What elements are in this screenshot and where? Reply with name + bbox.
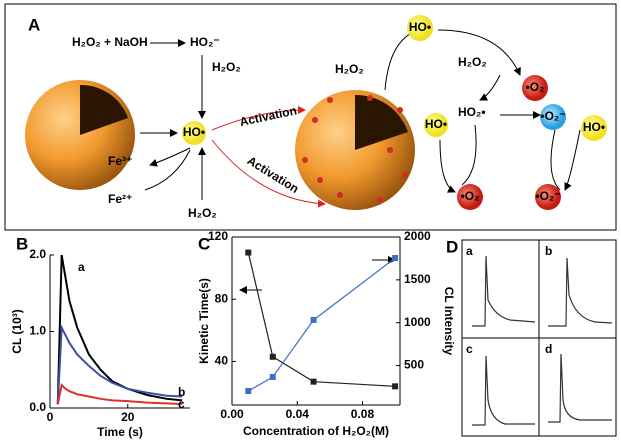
radical bbox=[424, 113, 448, 137]
y2-tick-label: 500 bbox=[404, 358, 424, 372]
radical bbox=[407, 15, 433, 41]
marker bbox=[310, 378, 317, 385]
arrow bbox=[211, 106, 306, 131]
series-label: b bbox=[178, 385, 185, 399]
arrow bbox=[437, 29, 521, 76]
marker bbox=[392, 255, 399, 261]
y2-tick-label: 1000 bbox=[404, 315, 431, 329]
x-tick-label: 0 bbox=[47, 410, 54, 424]
x-tick-label: 0.08 bbox=[351, 407, 375, 421]
text: •O₂⁻ bbox=[540, 109, 565, 123]
text: Activation bbox=[238, 103, 298, 129]
y-tick-label: 0.0 bbox=[29, 400, 46, 414]
arrow bbox=[550, 129, 561, 191]
text: •O₂⁻ bbox=[535, 189, 560, 203]
text: HO• bbox=[183, 125, 205, 139]
panel-d: D a b c d bbox=[446, 237, 617, 437]
text: •O₂ bbox=[461, 189, 480, 203]
text: H₂O₂ + NaOH bbox=[72, 35, 148, 49]
series-line bbox=[56, 383, 183, 406]
sphere-cut bbox=[355, 94, 408, 150]
panel-label: A bbox=[28, 15, 40, 34]
text: HO• bbox=[583, 120, 605, 134]
trace bbox=[472, 355, 535, 426]
radical bbox=[522, 75, 548, 101]
radical bbox=[182, 121, 206, 145]
trace bbox=[472, 255, 536, 327]
y-tick-label: 1.0 bbox=[29, 324, 46, 338]
series-line bbox=[56, 323, 183, 405]
series-line bbox=[248, 257, 396, 392]
marker bbox=[269, 373, 276, 380]
marker bbox=[245, 249, 252, 256]
x-axis-label: Concentration of H₂O₂(M) bbox=[243, 424, 389, 438]
marker bbox=[392, 383, 399, 390]
marker bbox=[269, 353, 276, 360]
y-tick-label: 80 bbox=[215, 291, 229, 305]
y2-axis-label: CL Intensity bbox=[442, 287, 456, 356]
series-label: a bbox=[78, 260, 85, 274]
text: Activation bbox=[245, 153, 302, 196]
series-line bbox=[56, 254, 183, 405]
text: HO• bbox=[409, 20, 431, 34]
arrow bbox=[461, 124, 477, 186]
y-tick-label: 40 bbox=[215, 354, 229, 368]
trace bbox=[548, 353, 612, 423]
subpanel-label: c bbox=[466, 342, 473, 356]
y-axis-label: Kinetic Time(s) bbox=[197, 278, 211, 364]
y2-tick-label: 2000 bbox=[404, 229, 431, 243]
series-line bbox=[247, 252, 396, 387]
text: HO₂⁻ bbox=[190, 35, 220, 49]
trace bbox=[548, 257, 613, 327]
panel-c-arrows bbox=[239, 256, 396, 294]
arrow bbox=[479, 74, 501, 101]
x-tick-label: 20 bbox=[121, 410, 135, 424]
y2-tick-label: 1500 bbox=[404, 272, 431, 286]
x-axis-label: Time (s) bbox=[97, 425, 143, 439]
y-axis-label: CL (10³) bbox=[10, 309, 24, 353]
arrow bbox=[149, 147, 191, 167]
text: H₂O₂ bbox=[188, 206, 217, 220]
x-tick-label: 0.04 bbox=[286, 407, 310, 421]
text: Fe³⁺ bbox=[108, 154, 132, 168]
particles bbox=[302, 95, 408, 203]
panel-label: D bbox=[446, 237, 458, 256]
sphere-cut bbox=[80, 84, 128, 135]
y-tick-label: 2.0 bbox=[29, 247, 46, 261]
text: H₂O₂ bbox=[458, 55, 487, 69]
arrow bbox=[564, 129, 581, 191]
arrow bbox=[439, 139, 456, 193]
radical bbox=[540, 104, 566, 130]
panel-a bbox=[4, 3, 617, 231]
text: H₂O₂ bbox=[212, 60, 241, 74]
text: Fe²⁺ bbox=[108, 192, 132, 206]
subpanel-label: d bbox=[545, 342, 552, 356]
text: H₂O₂ bbox=[335, 62, 364, 76]
series-label: c bbox=[178, 397, 185, 411]
x-tick-label: 0.00 bbox=[220, 407, 244, 421]
y-tick-label: 120 bbox=[208, 229, 228, 243]
subpanel-label: a bbox=[466, 244, 473, 258]
marker bbox=[310, 316, 317, 323]
arrow bbox=[211, 139, 326, 208]
panel-frame bbox=[4, 3, 617, 231]
text: HO• bbox=[425, 117, 447, 131]
marker bbox=[245, 388, 252, 395]
text: •O₂ bbox=[526, 80, 545, 94]
panel-label: C bbox=[198, 234, 210, 253]
radical bbox=[535, 184, 561, 210]
panel-label: B bbox=[16, 234, 28, 253]
arrow bbox=[144, 149, 191, 191]
text: HO₂• bbox=[458, 105, 486, 119]
radical bbox=[581, 115, 607, 141]
subpanel-label: b bbox=[545, 244, 552, 258]
radical bbox=[457, 184, 483, 210]
